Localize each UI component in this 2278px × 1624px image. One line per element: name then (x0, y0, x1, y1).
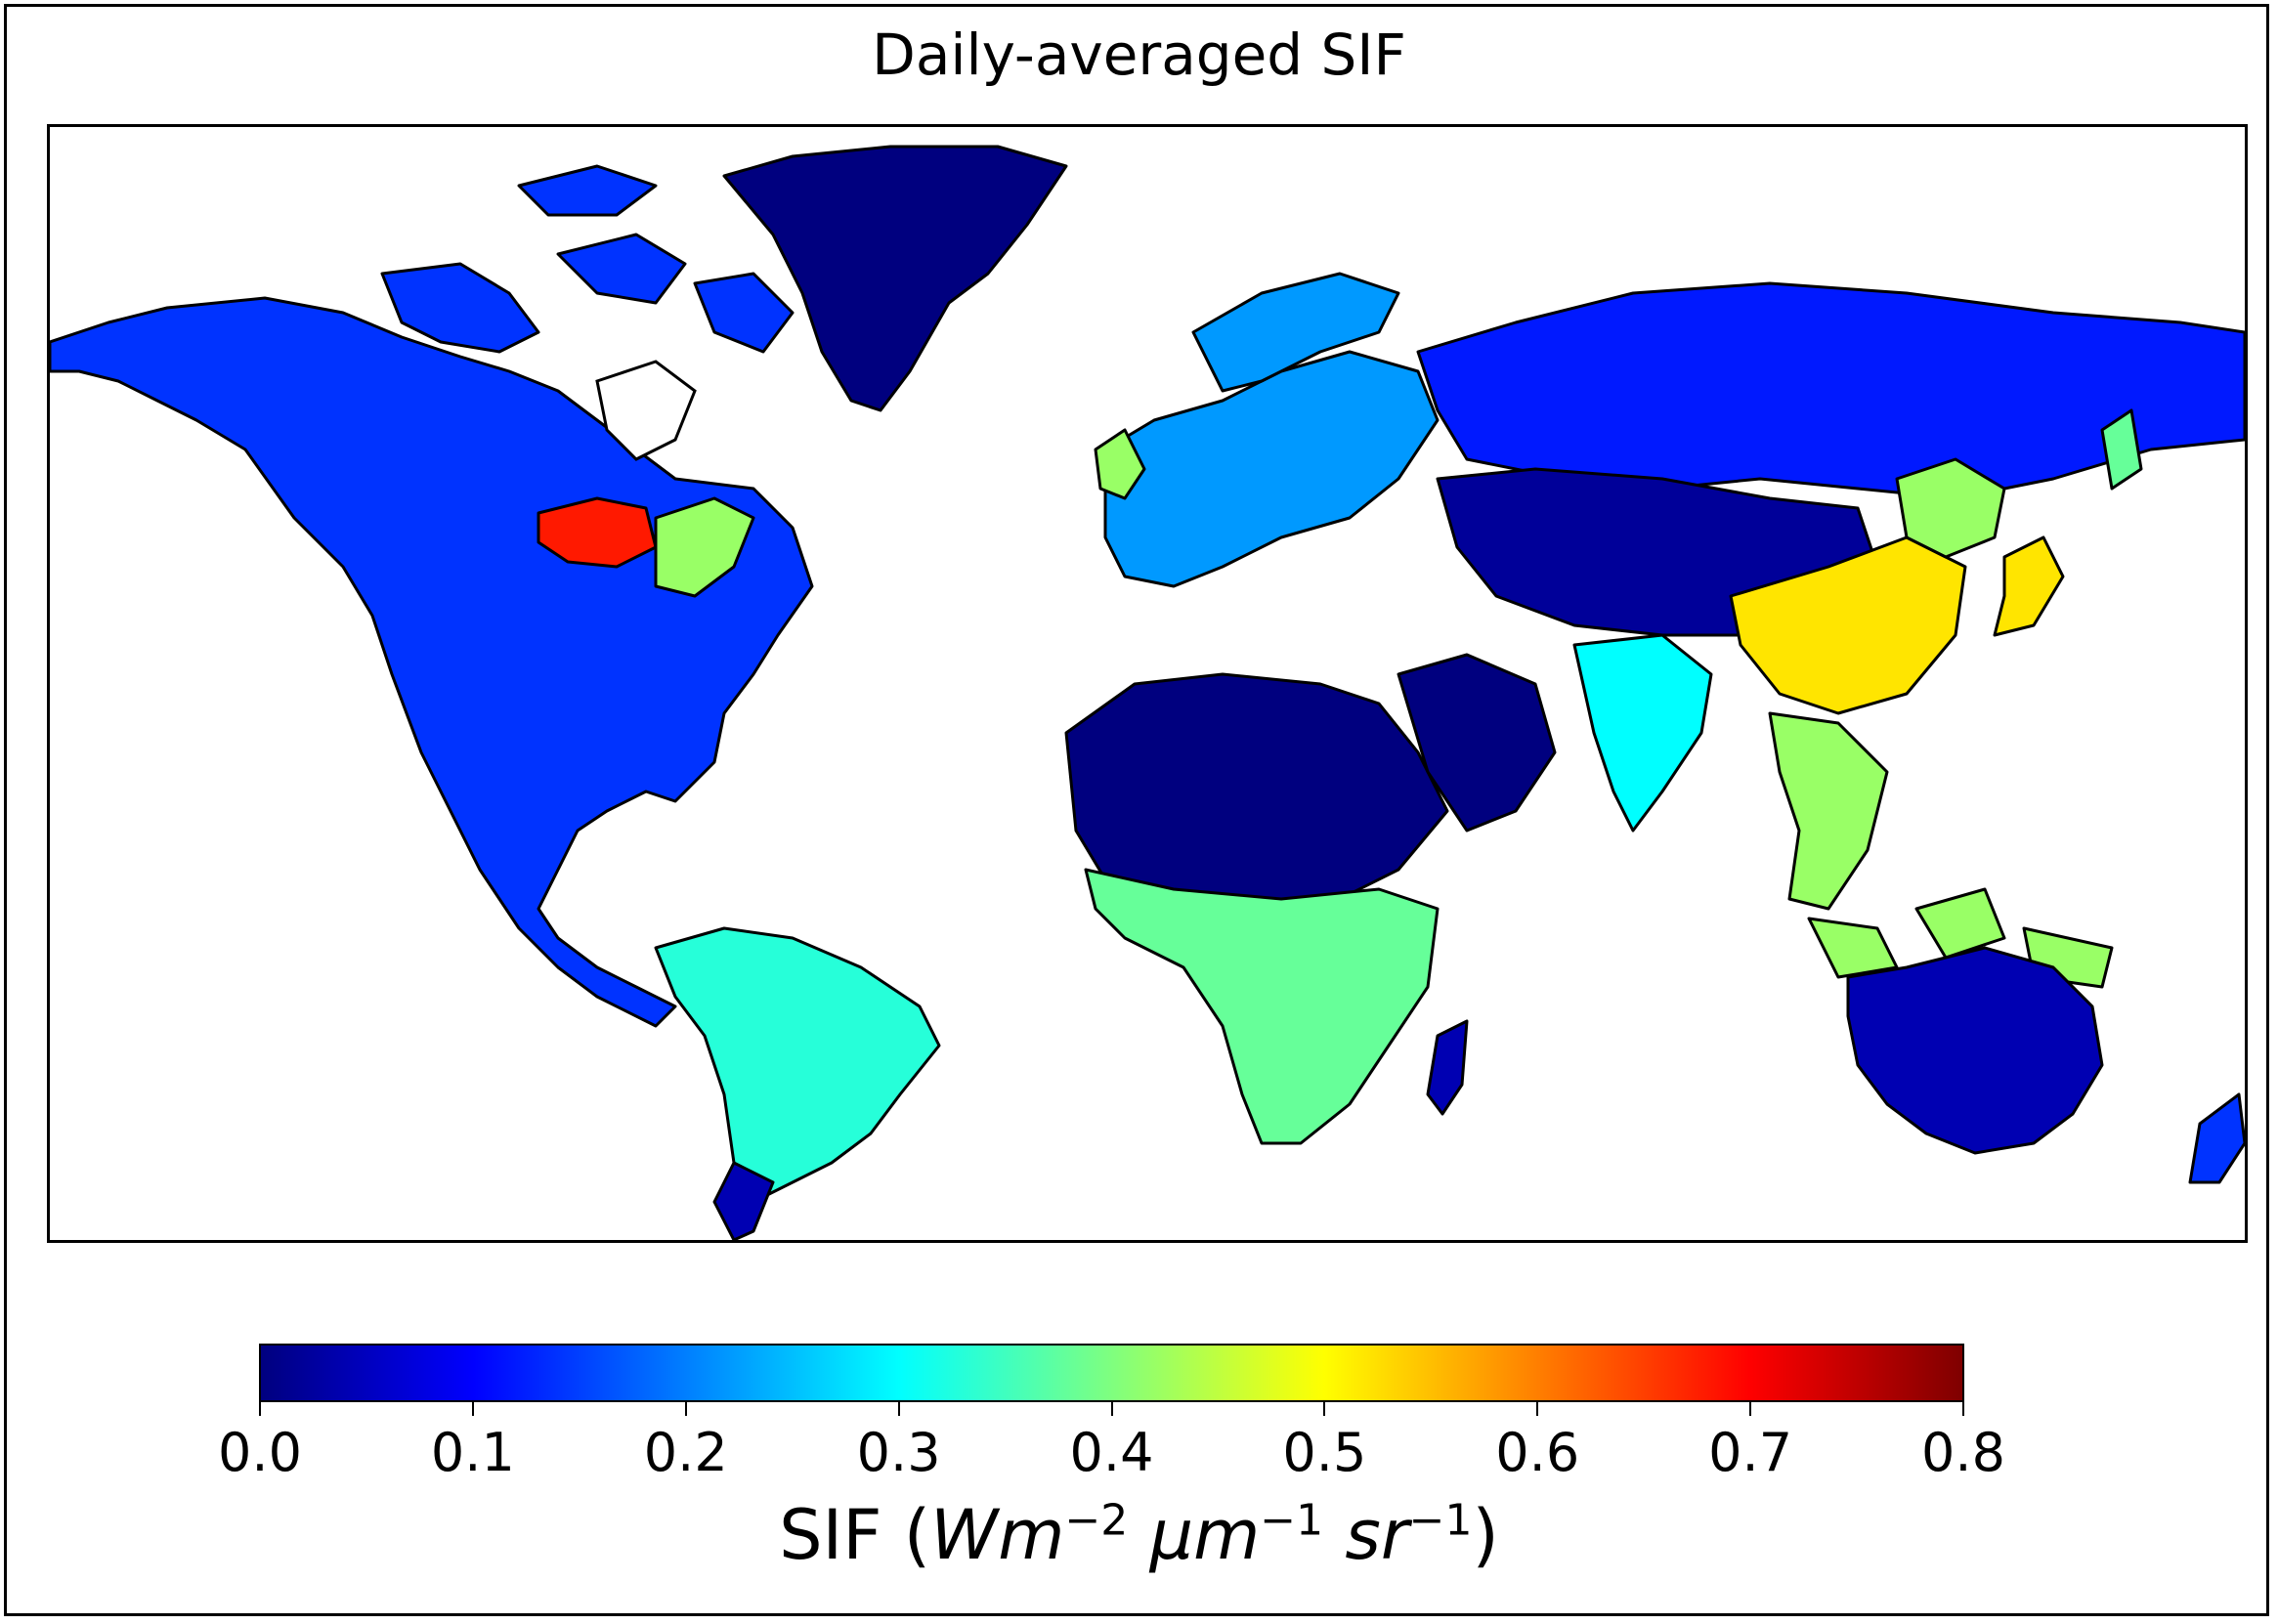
north-america-landmass (50, 296, 814, 1028)
world-map (50, 145, 2245, 1240)
colorbar-tick-label: 0.2 (643, 1422, 728, 1483)
colorbar-tick-label: 0.3 (856, 1422, 941, 1483)
chart-title: Daily-averaged SIF (872, 21, 1406, 88)
colorbar-tick (1749, 1402, 1752, 1416)
colorbar-tick-label: 0.8 (1921, 1422, 2005, 1483)
hudson-bay (595, 360, 697, 461)
colorbar-tick-label: 0.6 (1495, 1422, 1580, 1483)
colorbar-tick (259, 1402, 261, 1416)
colorbar-tick (684, 1402, 687, 1416)
british-isles (1094, 428, 1146, 500)
unit-um-exp: −1 (1260, 1495, 1324, 1546)
colorbar-label-suffix: ) (1472, 1495, 1499, 1575)
scandinavia (1191, 272, 1400, 393)
manchuria (1895, 457, 2006, 559)
colorbar-tick (1323, 1402, 1326, 1416)
australia-landmass (1846, 946, 2104, 1155)
colorbar-tick (1110, 1402, 1113, 1416)
arctic-islands (380, 164, 795, 354)
south-america-landmass (654, 926, 941, 1204)
unit-w: Wm (930, 1495, 1065, 1575)
colorbar-label-prefix: SIF ( (779, 1495, 931, 1575)
southeast-asia (1768, 711, 1889, 911)
madagascar (1426, 1019, 1469, 1116)
india (1572, 633, 1713, 833)
africa-north (1064, 672, 1449, 911)
colorbar-tick (1536, 1402, 1539, 1416)
colorbar-tick (471, 1402, 474, 1416)
colorbar-tick (897, 1402, 900, 1416)
colorbar-tick-label: 0.1 (430, 1422, 515, 1483)
unit-sr-exp: −1 (1408, 1495, 1473, 1546)
africa-central (1084, 868, 1440, 1145)
colorbar-tick-label: 0.5 (1282, 1422, 1367, 1483)
eastern-us-region (654, 496, 755, 598)
new-zealand (2188, 1092, 2245, 1184)
map-panel (47, 124, 2248, 1243)
east-china (1729, 535, 1967, 715)
colorbar-ticks: 0.0 0.1 0.2 0.3 0.4 0.5 0.6 0.7 0.8 (0, 1402, 2278, 1483)
us-corn-belt-hotspot (537, 496, 658, 569)
colorbar-tick-label: 0.0 (218, 1422, 302, 1483)
unit-um: μm (1128, 1495, 1261, 1575)
colorbar-label: SIF (Wm−2 μm−1 sr−1) (0, 1495, 2278, 1575)
figure-frame (4, 4, 2269, 1616)
colorbar-tick-label: 0.4 (1069, 1422, 1154, 1483)
colorbar-tick (1962, 1402, 1964, 1416)
greenland-landmass (722, 145, 1068, 412)
unit-w-exp: −2 (1064, 1495, 1129, 1546)
colorbar-tick-label: 0.7 (1708, 1422, 1793, 1483)
unit-sr: sr (1323, 1495, 1409, 1575)
arabia (1397, 653, 1557, 833)
colorbar (259, 1344, 1964, 1402)
patagonia (712, 1161, 775, 1240)
japan (1993, 535, 2065, 637)
sakhalin (2100, 408, 2143, 491)
europe-landmass (1103, 350, 1440, 588)
